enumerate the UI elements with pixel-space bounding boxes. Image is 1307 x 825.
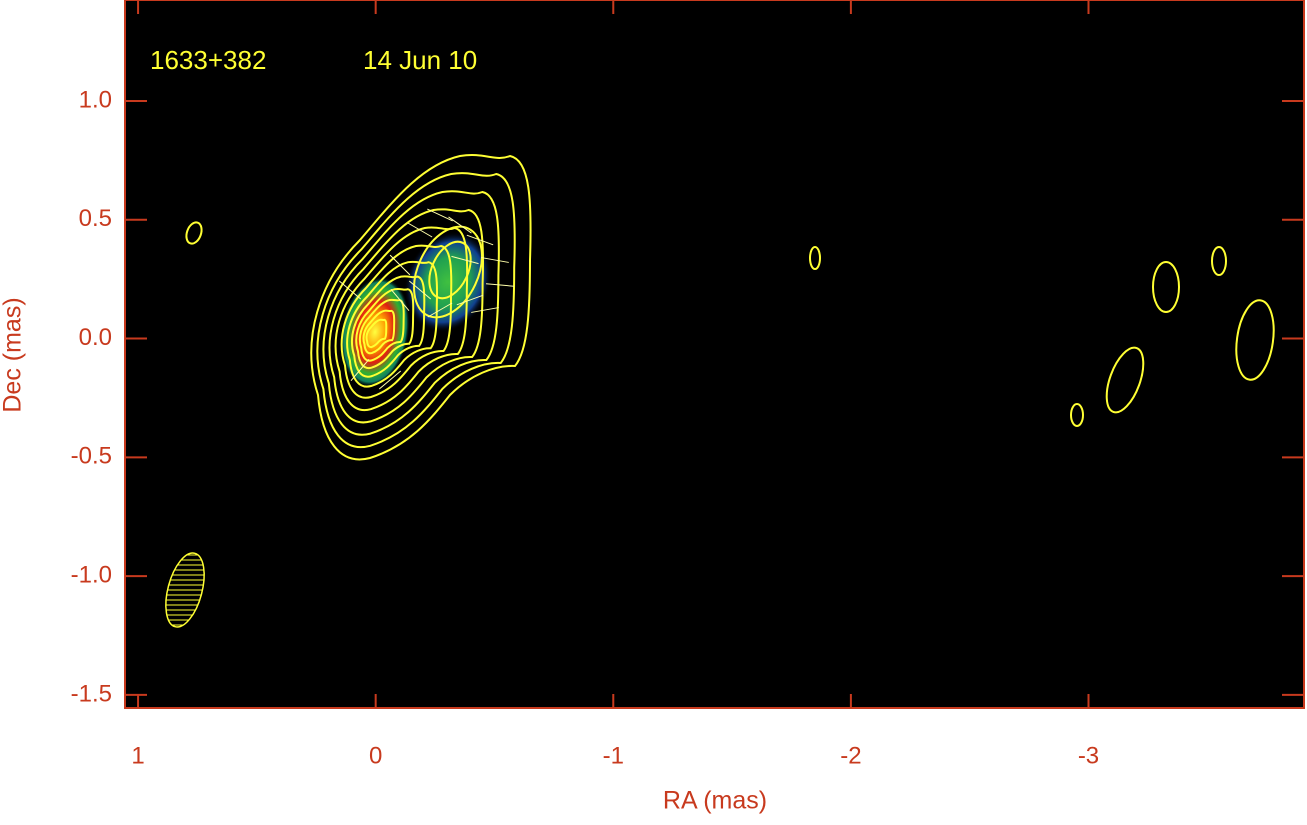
epoch: 14 Jun 10 xyxy=(363,45,477,75)
vector xyxy=(407,222,433,238)
vector xyxy=(466,234,494,246)
y-tick-label: -1.5 xyxy=(71,680,112,707)
vector xyxy=(427,302,453,318)
y-tick-label: -1.0 xyxy=(71,561,112,588)
isolated-contours xyxy=(185,221,1275,427)
contour xyxy=(347,262,437,387)
vector xyxy=(427,208,453,222)
y-tick-label: 0.5 xyxy=(79,205,112,232)
contour xyxy=(1152,261,1180,313)
frame xyxy=(124,0,1305,709)
contour xyxy=(317,173,514,447)
y-tick-label: 1.0 xyxy=(79,86,112,113)
contour xyxy=(356,289,413,368)
contour xyxy=(428,240,472,300)
contour xyxy=(809,246,821,270)
vector xyxy=(456,294,484,306)
contour xyxy=(367,320,387,347)
contour xyxy=(342,246,452,398)
beam-ellipse xyxy=(165,552,205,628)
contour xyxy=(1070,403,1084,427)
vector xyxy=(481,257,509,263)
y-axis-label: Dec (mas) xyxy=(0,297,27,412)
y-tick-label: -0.5 xyxy=(71,443,112,470)
contours xyxy=(311,155,530,459)
y-tick-label: 0.0 xyxy=(79,324,112,351)
contour xyxy=(1105,346,1145,414)
contour xyxy=(352,276,424,376)
x-tick-label: 1 xyxy=(131,742,144,769)
x-tick-label: -3 xyxy=(1078,742,1099,769)
contour xyxy=(330,209,483,422)
vector xyxy=(378,370,402,390)
vector xyxy=(408,280,432,300)
contour xyxy=(185,221,203,245)
contour xyxy=(311,155,530,459)
vector xyxy=(448,216,472,234)
vector xyxy=(451,255,479,265)
x-tick-label: 0 xyxy=(369,742,382,769)
vector xyxy=(471,307,499,313)
vector xyxy=(389,254,411,276)
vector xyxy=(338,280,362,300)
source-name: 1633+382 xyxy=(150,45,266,75)
vector xyxy=(486,283,514,287)
contour xyxy=(364,311,395,354)
plot-area xyxy=(125,0,1304,708)
contour xyxy=(1235,299,1275,381)
x-tick-label: -1 xyxy=(603,742,624,769)
contour xyxy=(323,191,498,435)
polarization-vectors xyxy=(338,208,514,390)
contour xyxy=(413,225,483,319)
x-axis-label: RA (mas) xyxy=(663,787,767,815)
core-emission xyxy=(340,276,410,388)
contour xyxy=(360,300,404,361)
contour xyxy=(1211,246,1227,276)
vector xyxy=(350,358,370,382)
x-tick-label: -2 xyxy=(840,742,861,769)
contour xyxy=(336,227,468,410)
vector xyxy=(390,288,410,312)
